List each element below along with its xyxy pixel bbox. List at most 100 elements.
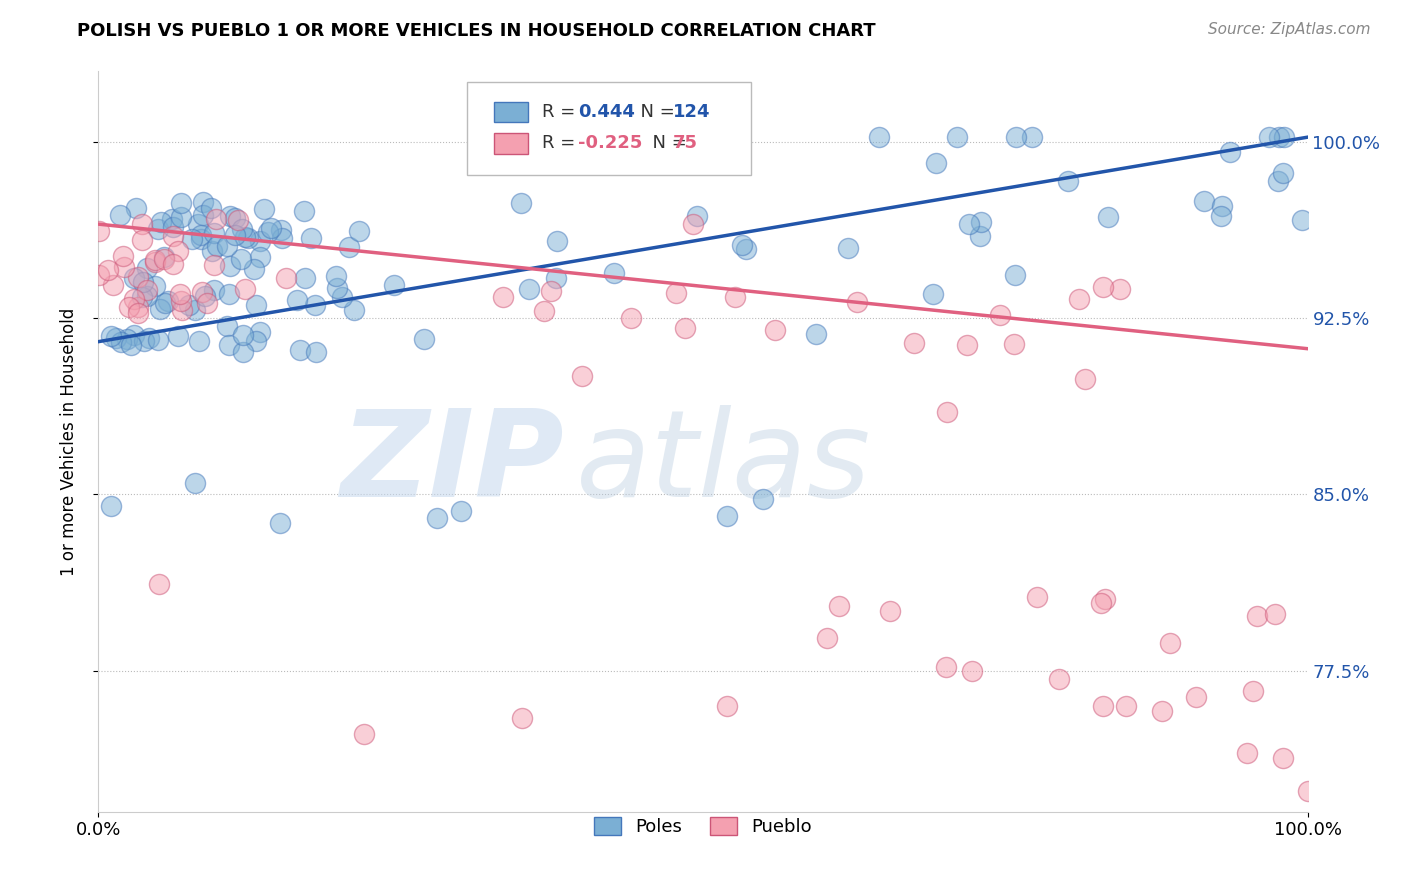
Point	[806, 326, 828, 341]
Point	[1115, 698, 1137, 713]
Point	[846, 294, 869, 309]
Text: atlas: atlas	[576, 405, 872, 522]
Point	[285, 293, 308, 307]
FancyBboxPatch shape	[494, 102, 527, 122]
Point	[145, 279, 167, 293]
Point	[162, 257, 184, 271]
Point	[224, 227, 246, 242]
Point	[546, 234, 568, 248]
Point	[510, 195, 533, 210]
Point	[1021, 130, 1043, 145]
Point	[87, 268, 110, 282]
Point	[169, 286, 191, 301]
Point	[1108, 282, 1130, 296]
Text: Source: ZipAtlas.com: Source: ZipAtlas.com	[1208, 22, 1371, 37]
Point	[292, 204, 315, 219]
Point	[1267, 130, 1289, 145]
Point	[619, 311, 641, 326]
Point	[962, 664, 984, 678]
Point	[1296, 783, 1319, 797]
Point	[724, 290, 747, 304]
Point	[195, 295, 218, 310]
Point	[157, 294, 180, 309]
FancyBboxPatch shape	[467, 82, 751, 175]
Point	[1272, 166, 1295, 180]
Point	[1184, 690, 1206, 704]
Point	[115, 333, 138, 347]
Point	[752, 492, 775, 507]
Text: 0.444: 0.444	[578, 103, 636, 121]
Point	[249, 250, 271, 264]
Point	[146, 222, 169, 236]
Point	[815, 632, 838, 646]
Point	[763, 323, 786, 337]
Y-axis label: 1 or more Vehicles in Household: 1 or more Vehicles in Household	[59, 308, 77, 575]
Point	[229, 252, 252, 266]
Point	[1257, 130, 1279, 145]
Point	[191, 208, 214, 222]
Point	[1092, 699, 1115, 714]
Point	[190, 232, 212, 246]
Point	[215, 238, 238, 252]
Point	[202, 258, 225, 272]
FancyBboxPatch shape	[494, 133, 527, 153]
Point	[100, 329, 122, 343]
Point	[1047, 672, 1070, 686]
Text: R =: R =	[543, 134, 581, 153]
Point	[231, 222, 253, 236]
Point	[132, 334, 155, 348]
Point	[150, 215, 173, 229]
Point	[87, 224, 110, 238]
Point	[571, 369, 593, 384]
Point	[1094, 592, 1116, 607]
Point	[245, 298, 267, 312]
Point	[325, 269, 347, 284]
Point	[731, 238, 754, 252]
Point	[837, 241, 859, 255]
Point	[205, 211, 228, 226]
Point	[1272, 750, 1295, 764]
Point	[187, 334, 209, 348]
Point	[382, 277, 405, 292]
Point	[337, 240, 360, 254]
Point	[135, 289, 157, 303]
Point	[226, 213, 249, 227]
Point	[1005, 130, 1028, 145]
Point	[294, 271, 316, 285]
Point	[120, 338, 142, 352]
Point	[131, 290, 153, 304]
Point	[1194, 194, 1216, 208]
Point	[184, 475, 207, 490]
Point	[349, 224, 371, 238]
Point	[224, 211, 246, 225]
Point	[1152, 704, 1174, 718]
Point	[326, 281, 349, 295]
Point	[180, 232, 202, 246]
Point	[127, 269, 149, 284]
Point	[122, 292, 145, 306]
Text: 124: 124	[673, 103, 710, 121]
Point	[1267, 174, 1289, 188]
Point	[143, 253, 166, 268]
Point	[200, 244, 222, 258]
Point	[207, 239, 229, 253]
Point	[925, 156, 948, 170]
Point	[673, 321, 696, 335]
Point	[184, 303, 207, 318]
Point	[276, 271, 298, 285]
Point	[921, 286, 943, 301]
Point	[1026, 591, 1049, 605]
Point	[170, 293, 193, 308]
Point	[170, 195, 193, 210]
Point	[735, 242, 758, 256]
Point	[162, 228, 184, 243]
Point	[1097, 210, 1119, 224]
Point	[179, 298, 201, 312]
Point	[603, 266, 626, 280]
Point	[127, 306, 149, 320]
Point	[148, 576, 170, 591]
Point	[160, 212, 183, 227]
Text: ZIP: ZIP	[340, 405, 564, 522]
Point	[143, 255, 166, 269]
Point	[343, 303, 366, 318]
